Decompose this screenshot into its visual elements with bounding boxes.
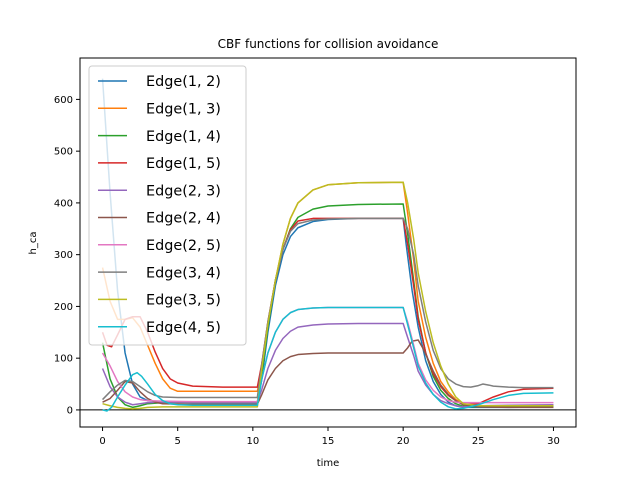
legend-label: Edge(2, 5) xyxy=(146,238,221,254)
series-line-5 xyxy=(101,322,554,408)
y-tick-label: 0 xyxy=(67,405,73,416)
x-ticks: 0 5 10 15 20 25 30 xyxy=(99,427,560,447)
legend-box xyxy=(88,65,247,346)
x-tick-label: 25 xyxy=(472,436,485,447)
y-tick-label: 400 xyxy=(54,198,73,209)
legend-label: Edge(2, 3) xyxy=(146,183,221,199)
y-axis-label: h_ca xyxy=(28,232,39,255)
legend-label: Edge(1, 5) xyxy=(146,156,221,172)
legend-label: Edge(3, 4) xyxy=(146,265,221,281)
x-axis-label: time xyxy=(317,458,340,469)
legend-label: Edge(1, 3) xyxy=(146,102,221,118)
x-tick-label: 10 xyxy=(246,436,259,447)
y-ticks: 0 100 200 300 400 500 600 xyxy=(54,95,80,416)
y-tick-label: 200 xyxy=(54,302,73,313)
x-tick-label: 20 xyxy=(397,436,410,447)
x-tick-label: 5 xyxy=(175,436,181,447)
x-tick-label: 15 xyxy=(322,436,335,447)
legend-label: Edge(4, 5) xyxy=(146,320,221,336)
series-line-6 xyxy=(102,339,554,409)
series-line-8 xyxy=(102,217,554,401)
y-tick-label: 600 xyxy=(54,95,73,106)
y-tick-label: 100 xyxy=(54,354,73,365)
legend-label: Edge(2, 4) xyxy=(146,211,221,227)
legend: Edge(1, 2) Edge(1, 3) Edge(1, 4) Edge(1, 5)… xyxy=(88,65,247,346)
chart-title: CBF functions for collision avoidance xyxy=(218,37,439,51)
series-line-9 xyxy=(102,181,554,410)
y-tick-label: 300 xyxy=(54,250,73,261)
x-tick-label: 0 xyxy=(99,436,105,447)
x-tick-label: 30 xyxy=(547,436,560,447)
legend-label: Edge(1, 4) xyxy=(146,129,221,145)
y-tick-label: 500 xyxy=(54,147,73,158)
series-line-3 xyxy=(101,203,554,409)
series-line-10 xyxy=(102,306,554,412)
legend-label: Edge(1, 2) xyxy=(146,74,221,90)
legend-label: Edge(3, 5) xyxy=(146,293,221,309)
